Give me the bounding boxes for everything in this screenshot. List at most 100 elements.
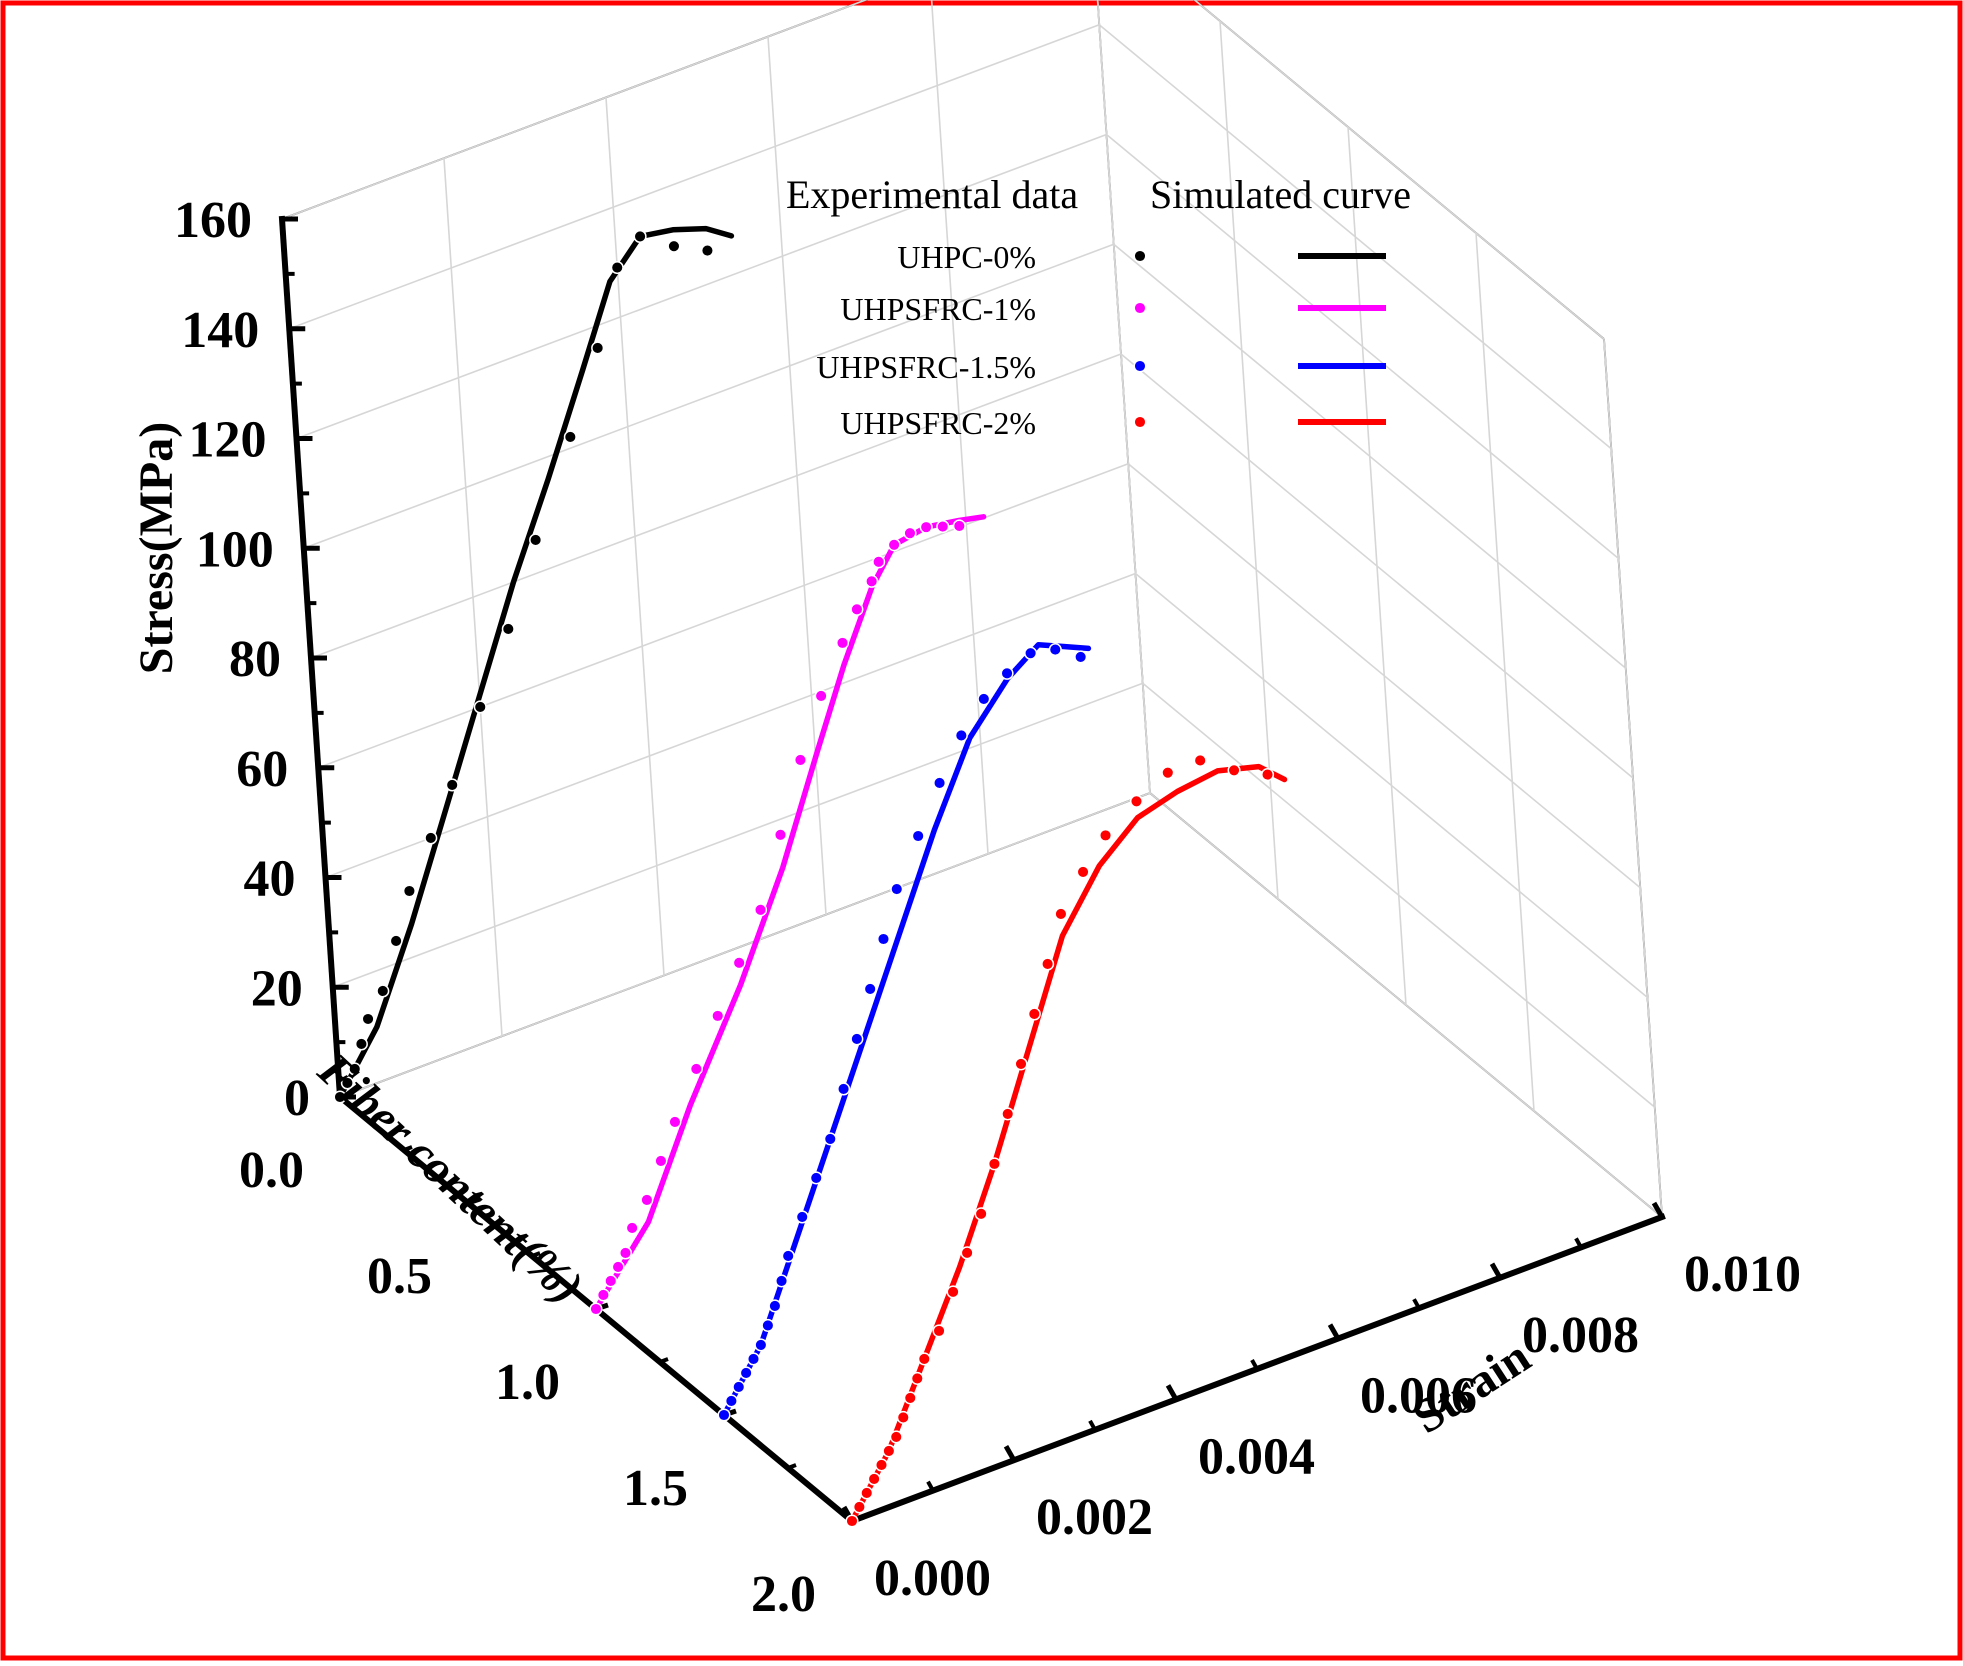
series-UHPSFRC-1.5%: [717, 641, 1092, 1422]
grid-line-z-back: [288, 24, 1100, 330]
experimental-point-UHPSFRC-1%: [793, 753, 808, 767]
grid-line-fiber-vertical: [1096, 0, 1151, 794]
grid-line-z-back: [325, 572, 1136, 879]
grid-line-fiber-vertical: [1219, 20, 1279, 900]
strain-major-tick: [1327, 1323, 1341, 1340]
experimental-point-UHPSFRC-1%: [618, 1246, 633, 1260]
strain-minor-tick: [926, 1480, 935, 1492]
experimental-point-UHPSFRC-1%: [872, 555, 886, 569]
experimental-point-UHPSFRC-1%: [952, 519, 966, 533]
experimental-point-UHPC-0%: [389, 934, 403, 948]
experimental-point-UHPC-0%: [340, 1076, 354, 1090]
experimental-point-UHPSFRC-2%: [1014, 1057, 1028, 1071]
strain-major-tick: [1651, 1201, 1665, 1219]
experimental-point-UHPSFRC-1.5%: [863, 982, 877, 996]
experimental-point-UHPSFRC-2%: [882, 1444, 896, 1458]
experimental-point-UHPSFRC-2%: [1260, 768, 1275, 782]
legend-header-simulated: Simulated curve: [1150, 172, 1411, 217]
experimental-point-UHPSFRC-1.5%: [1048, 643, 1062, 657]
legend-marker-UHPSFRC-2%: [1133, 415, 1147, 429]
experimental-point-UHPSFRC-2%: [1001, 1107, 1015, 1121]
strain-major-tick: [1489, 1262, 1503, 1280]
experimental-point-UHPSFRC-2%: [874, 1458, 889, 1472]
experimental-point-UHPSFRC-1%: [850, 602, 864, 616]
experimental-point-UHPSFRC-1%: [773, 828, 788, 842]
experimental-point-UHPSFRC-1%: [625, 1221, 639, 1235]
experimental-point-UHPSFRC-2%: [1129, 794, 1144, 808]
experimental-point-UHPSFRC-2%: [932, 1324, 946, 1338]
grid-line-z-back: [339, 792, 1151, 1098]
legend-marker-UHPC-0%: [1133, 249, 1147, 263]
grid-line-strain-vertical: [767, 36, 827, 915]
experimental-point-UHPSFRC-1.5%: [911, 829, 925, 843]
experimental-point-UHPSFRC-2%: [946, 1285, 960, 1299]
experimental-point-UHPSFRC-1.5%: [754, 1338, 768, 1352]
grid-line-z-back: [317, 463, 1129, 769]
experimental-point-UHPSFRC-2%: [1193, 753, 1207, 768]
experimental-point-UHPSFRC-1%: [814, 689, 828, 703]
experimental-point-UHPC-0%: [529, 533, 543, 547]
legend: Experimental data Simulated curve UHPC-0…: [786, 172, 1411, 441]
grid-line-z-back: [332, 682, 1144, 988]
grid-line-z-back: [310, 353, 1122, 659]
fiber-minor-tick: [659, 1357, 669, 1364]
series-UHPSFRC-1%: [589, 514, 987, 1316]
fiber-tick-label: 0.5: [367, 1248, 432, 1305]
experimental-point-UHPSFRC-1.5%: [746, 1352, 761, 1366]
fiber-tick-label: 1.5: [623, 1460, 688, 1517]
experimental-point-UHPSFRC-1%: [711, 1009, 725, 1023]
experimental-point-UHPSFRC-1%: [754, 903, 768, 917]
z-axis-title: Stress(MPa): [130, 422, 183, 674]
experimental-point-UHPC-0%: [633, 229, 647, 243]
experimental-point-UHPSFRC-1.5%: [809, 1171, 823, 1185]
experimental-point-UHPSFRC-2%: [960, 1246, 974, 1260]
experimental-point-UHPSFRC-2%: [903, 1391, 917, 1405]
strain-minor-tick: [1088, 1419, 1097, 1431]
grid-line-fiber-vertical: [1475, 232, 1535, 1112]
strain-tick-label: 0.002: [1036, 1489, 1153, 1546]
experimental-point-UHPSFRC-2%: [845, 1514, 859, 1528]
legend-label-UHPC-0%: UHPC-0%: [897, 239, 1036, 275]
experimental-point-UHPSFRC-1.5%: [781, 1249, 795, 1263]
experimental-point-UHPSFRC-1%: [589, 1302, 603, 1316]
experimental-point-UHPC-0%: [610, 260, 624, 275]
strain-minor-tick: [1412, 1298, 1421, 1310]
axes: 0 20 40 60 80 100 120 140 160 0.0 0.5 1.0 1.5 2.0 0.00…: [174, 192, 1801, 1623]
experimental-point-UHPC-0%: [354, 1037, 368, 1051]
legend-label-UHPSFRC-1.5%: UHPSFRC-1.5%: [816, 349, 1036, 385]
grid-line-fiber-vertical: [1603, 338, 1663, 1218]
series-UHPC-0%: [333, 225, 735, 1104]
fiber-tick-label: 2.0: [751, 1566, 816, 1623]
experimental-point-UHPSFRC-1%: [732, 956, 746, 970]
stress-tick-label: 140: [181, 302, 259, 359]
experimental-point-UHPSFRC-1%: [640, 1193, 654, 1207]
experimental-point-UHPSFRC-1.5%: [890, 882, 904, 896]
experimental-point-UHPSFRC-1%: [936, 519, 950, 534]
stress-tick-label: 20: [251, 960, 303, 1017]
experimental-point-UHPC-0%: [501, 622, 515, 636]
series-UHPSFRC-2%: [845, 753, 1288, 1528]
legend-marker-UHPSFRC-1.5%: [1133, 359, 1147, 373]
experimental-point-UHPSFRC-2%: [889, 1430, 903, 1444]
fiber-tick-label: 0.0: [239, 1142, 304, 1199]
experimental-point-UHPSFRC-1.5%: [1074, 650, 1088, 664]
stress-tick-label: 100: [196, 521, 274, 578]
experimental-point-UHPSFRC-1.5%: [732, 1380, 746, 1394]
experimental-point-UHPC-0%: [700, 243, 714, 258]
experimental-point-UHPSFRC-1.5%: [724, 1394, 738, 1408]
experimental-point-UHPSFRC-1%: [596, 1288, 610, 1302]
stress-tick-label: 120: [189, 412, 267, 469]
strain-minor-tick: [1250, 1359, 1259, 1370]
grid-line-strain-vertical: [443, 158, 503, 1037]
experimental-point-UHPSFRC-2%: [1041, 957, 1055, 971]
fiber-minor-tick: [531, 1251, 541, 1258]
experimental-point-UHPSFRC-1.5%: [837, 1082, 851, 1096]
legend-header-experimental: Experimental data: [786, 172, 1078, 217]
experimental-point-UHPC-0%: [445, 778, 459, 792]
grid-line-fiber-vertical: [1347, 126, 1407, 1006]
experimental-point-UHPSFRC-1%: [919, 520, 933, 534]
legend-marker-UHPSFRC-1%: [1133, 301, 1147, 315]
experimental-point-UHPSFRC-2%: [910, 1371, 924, 1385]
